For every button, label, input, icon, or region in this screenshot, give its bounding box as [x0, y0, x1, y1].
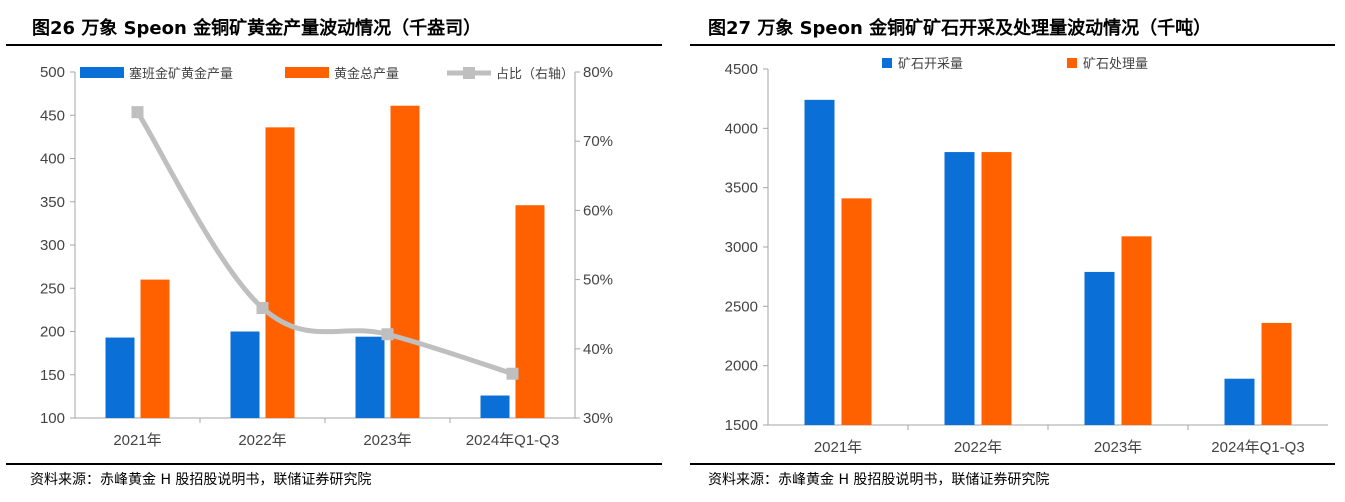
y-tick-label: 2000: [725, 358, 758, 375]
y-tick-label: 300: [40, 237, 65, 254]
bar-ore-mined: [804, 99, 835, 425]
figure-title: 图26 万象 Speon 金铜矿黄金产量波动情况（千盎司）: [32, 18, 482, 39]
x-tick-label: 2021年: [814, 439, 862, 456]
point-share: [131, 106, 144, 119]
y-tick-label: 3000: [725, 239, 758, 256]
y-tick-label: 500: [40, 64, 65, 81]
point-share: [256, 301, 269, 314]
legend-swatch: [1067, 58, 1077, 68]
y-tick-label: 250: [40, 280, 65, 297]
legend-label: 占比（右轴）: [496, 67, 574, 82]
legend-label: 矿石处理量: [1083, 57, 1148, 72]
legend-swatch: [80, 67, 124, 78]
x-tick-label: 2023年: [1094, 439, 1142, 456]
line-share: [135, 110, 514, 377]
bar-saiban-gold: [355, 336, 385, 418]
ore-volume-chart: 4500 4000 3500 3000 2500 2000 1500 2021年 2022年 20…: [725, 57, 1328, 456]
y-tick-label: 150: [40, 367, 65, 384]
legend-label: 矿石开采量: [898, 57, 963, 72]
bar-total-gold: [515, 205, 545, 418]
figure-27: 图27 万象 Speon 金铜矿矿石开采及处理量波动情况（千吨） 4500 400…: [690, 0, 1345, 502]
y-tick-label: 4000: [725, 120, 758, 137]
y2-tick-label: 30%: [583, 410, 613, 427]
x-tick-label: 2021年: [113, 432, 161, 449]
bar-ore-processed: [1261, 322, 1292, 425]
title-rule: [690, 44, 1335, 46]
source-rule: [6, 463, 662, 465]
x-tick-label: 2022年: [238, 432, 286, 449]
bar-saiban-gold: [480, 395, 510, 418]
y2-tick-label: 50%: [583, 272, 613, 289]
figure-title: 图27 万象 Speon 金铜矿矿石开采及处理量波动情况（千吨）: [708, 18, 1212, 39]
y2-tick-label: 60%: [583, 202, 613, 219]
title-rule: [6, 44, 662, 46]
x-tick-label: 2024年Q1-Q3: [1211, 439, 1304, 456]
y2-tick-label: 40%: [583, 341, 613, 358]
y-tick-label: 400: [40, 151, 65, 168]
gold-production-chart: 500 450 400 350 300 250 200 150 100 80% 70% 60% 50% 4…: [40, 64, 613, 449]
bar-ore-mined: [944, 152, 975, 426]
y2-tick-label: 70%: [583, 133, 613, 150]
bar-total-gold: [265, 127, 295, 419]
point-share: [381, 328, 394, 341]
source-note: 资料来源：赤峰黄金 H 股招股说明书，联储证券研究院: [708, 472, 1050, 488]
y-tick-label: 450: [40, 107, 65, 124]
y-tick-label: 100: [40, 410, 65, 427]
point-share: [506, 367, 519, 380]
bar-ore-processed: [841, 198, 872, 425]
x-tick-label: 2024年Q1-Q3: [466, 432, 559, 449]
y-tick-label: 4500: [725, 61, 758, 78]
legend-swatch: [285, 67, 329, 78]
bar-saiban-gold: [230, 331, 260, 418]
bar-total-gold: [390, 105, 420, 419]
x-tick-label: 2022年: [954, 439, 1002, 456]
y-tick-label: 3500: [725, 180, 758, 197]
bar-saiban-gold: [105, 337, 135, 418]
bar-total-gold: [140, 279, 170, 418]
y-tick-label: 1500: [725, 417, 758, 434]
source-rule: [690, 463, 1335, 465]
bar-ore-processed: [981, 152, 1012, 426]
source-note: 资料来源：赤峰黄金 H 股招股说明书，联储证券研究院: [30, 472, 372, 488]
legend-swatch: [882, 58, 892, 68]
bar-ore-mined: [1224, 378, 1255, 425]
x-tick-label: 2023年: [363, 432, 411, 449]
bar-ore-processed: [1121, 236, 1152, 425]
figure-26: 图26 万象 Speon 金铜矿黄金产量波动情况（千盎司） 500 450 400 3…: [0, 0, 665, 502]
y2-tick-label: 80%: [583, 64, 613, 81]
legend-label: 塞班金矿黄金产量: [129, 66, 233, 82]
bar-ore-mined: [1084, 271, 1115, 425]
legend-label: 黄金总产量: [334, 66, 399, 82]
y-tick-label: 2500: [725, 298, 758, 315]
legend-marker: [463, 67, 475, 79]
y-tick-label: 350: [40, 194, 65, 211]
y-tick-label: 200: [40, 324, 65, 341]
